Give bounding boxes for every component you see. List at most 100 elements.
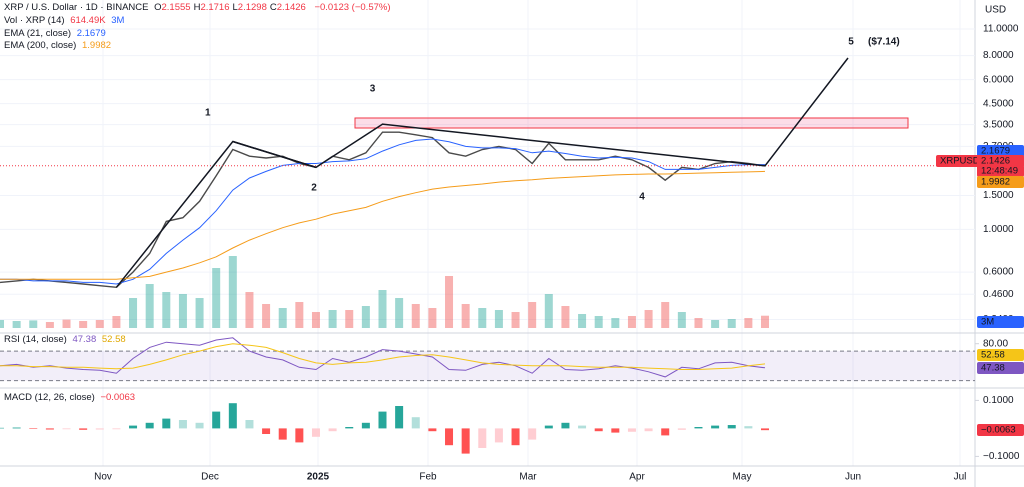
- ohlc-value: 2.1426: [276, 2, 306, 13]
- macd-bar: [311, 428, 320, 437]
- value-box: [977, 155, 1024, 167]
- macd-bar: [228, 403, 237, 429]
- macd-bar: [677, 428, 686, 430]
- macd-bar: [544, 425, 553, 429]
- volume-bar: [461, 304, 470, 328]
- macd-legend: MACD (12, 26, close) −0.0063: [4, 392, 138, 403]
- legend-value: 1.9982: [81, 40, 112, 51]
- x-tick-label: Feb: [419, 472, 437, 483]
- macd-bar: [644, 428, 653, 432]
- ema200-legend: EMA (200, close) 1.9982: [4, 40, 114, 51]
- ohlc-key: C: [269, 2, 277, 13]
- macd-bar: [278, 428, 287, 440]
- price-line: [0, 131, 766, 289]
- legend-value: 614.49K: [70, 15, 106, 26]
- ohlc-value: 2.1716: [200, 2, 230, 13]
- macd-bar: [744, 426, 753, 429]
- y-tick-label: 0.1000: [983, 395, 1014, 406]
- macd-bar: [727, 425, 736, 429]
- volume-bar: [112, 316, 121, 328]
- volume-bar: [129, 298, 138, 328]
- ohlc-key: O: [154, 2, 162, 13]
- header-legend: XRP / U.S. Dollar · 1D · BINANCE O2.1555…: [4, 2, 394, 13]
- volume-bar: [212, 268, 221, 328]
- ohlc-key: L: [232, 2, 238, 13]
- volume-bar: [79, 321, 88, 328]
- volume-bar: [428, 308, 437, 328]
- x-tick-label: Apr: [629, 472, 645, 483]
- volume-bar: [162, 292, 171, 328]
- value-box-label: 47.38: [981, 363, 1005, 374]
- volume-bar: [544, 294, 553, 328]
- volume-bar: [278, 308, 287, 328]
- volume-bar: [345, 310, 354, 328]
- volume-bar: [494, 310, 503, 328]
- volume-bar: [95, 320, 104, 328]
- macd-bar: [178, 420, 187, 429]
- value-box-label: 52.58: [981, 350, 1005, 361]
- wave-label: 1: [205, 108, 211, 119]
- volume-bar: [711, 320, 720, 328]
- macd-bar: [661, 428, 670, 436]
- trend-line: [232, 140, 317, 169]
- volume-bar: [145, 284, 154, 328]
- ema21-legend: EMA (21, close) 2.1679: [4, 28, 109, 39]
- macd-bar: [761, 428, 769, 431]
- y-tick-label: 1.0000: [983, 224, 1014, 235]
- legend-value: 2.1679: [76, 28, 106, 39]
- volume-bar: [594, 316, 603, 328]
- volume-bar: [0, 320, 4, 328]
- y-tick-label: 11.0000: [983, 24, 1019, 35]
- macd-bar: [461, 428, 470, 454]
- volume-bar: [395, 298, 404, 328]
- volume-bar: [328, 310, 337, 328]
- y-tick-label: 0.6000: [983, 267, 1014, 278]
- volume-legend: Vol · XRP (14) 614.49K 3M: [4, 15, 127, 26]
- x-tick-label: 2025: [307, 472, 330, 483]
- volume-bar: [29, 320, 38, 328]
- volume-bar: [62, 319, 71, 328]
- macd-bar: [45, 428, 54, 430]
- value-box: [977, 165, 1024, 177]
- macd-bar: [378, 411, 387, 429]
- macd-bar: [212, 411, 221, 429]
- wave-label: 5: [848, 37, 854, 48]
- macd-bar: [395, 406, 404, 429]
- volume-bar: [262, 304, 271, 328]
- wave-label: 3: [370, 84, 376, 95]
- volume-bar: [445, 276, 454, 328]
- value-box: [977, 316, 1024, 328]
- legend-label: Vol · XRP (14): [4, 15, 65, 26]
- macd-bar: [711, 425, 720, 429]
- y-tick-label: 6.0000: [983, 74, 1014, 85]
- value-box: [977, 424, 1024, 436]
- volume-bar: [661, 302, 670, 328]
- legend-label: EMA (21, close): [4, 28, 72, 39]
- volume-bar: [578, 314, 587, 328]
- volume-bar: [478, 308, 487, 328]
- volume-bar: [528, 302, 537, 328]
- macd-bar: [29, 428, 38, 429]
- volume-bar: [195, 298, 204, 328]
- macd-bar: [561, 422, 570, 429]
- ohlc-value: 2.1298: [237, 2, 267, 13]
- legend-value: 3M: [111, 15, 125, 26]
- volume-bar: [677, 312, 686, 328]
- y-tick-label: 0.4600: [983, 289, 1014, 300]
- volume-bar: [245, 292, 254, 328]
- macd-bar: [295, 428, 304, 443]
- macd-bar: [195, 422, 204, 429]
- macd-bar: [578, 425, 587, 429]
- value-box: [977, 362, 1024, 374]
- wave-path: [115, 57, 849, 288]
- ohlc-value: 2.1555: [161, 2, 191, 13]
- legend-value: −0.0063: [100, 392, 136, 403]
- rsi-band: [0, 351, 975, 381]
- x-tick-label: Jul: [954, 472, 967, 483]
- macd-bar: [79, 428, 88, 430]
- volume-bar: [45, 322, 54, 328]
- macd-bar: [611, 428, 620, 433]
- macd-bar: [411, 417, 420, 429]
- x-tick-label: Mar: [519, 472, 537, 483]
